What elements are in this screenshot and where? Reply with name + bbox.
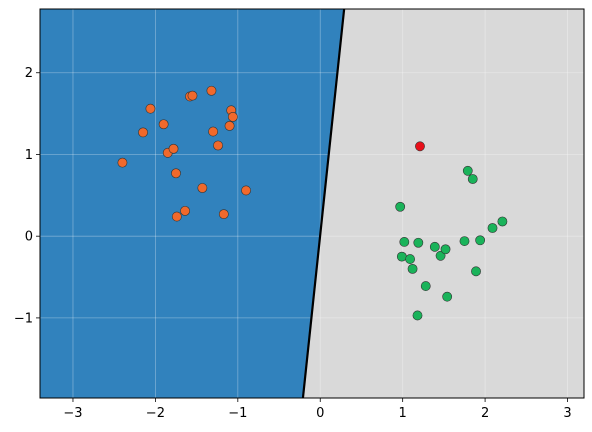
- x-axis: −3 −2 −1 0 1 2 3: [63, 398, 572, 421]
- data-point: [435, 250, 446, 261]
- data-point: [407, 263, 418, 274]
- data-point: [396, 251, 407, 262]
- data-point: [440, 244, 451, 255]
- data-point: [224, 120, 235, 131]
- data-point: [171, 168, 181, 179]
- plot-area: [40, 9, 584, 398]
- data-point: [227, 111, 238, 122]
- data-point: [413, 237, 424, 248]
- data-point: [241, 185, 251, 196]
- data-point: [487, 223, 498, 233]
- plot-frame: [39, 8, 585, 399]
- x-tick-label: 3: [563, 406, 571, 421]
- x-tick-label: −3: [63, 406, 82, 421]
- data-point: [459, 236, 470, 246]
- data-point: [117, 157, 128, 168]
- data-point: [462, 165, 473, 176]
- decision-boundary-line: [301, 9, 346, 398]
- data-point: [145, 103, 156, 114]
- y-tick-label: 1: [25, 148, 33, 163]
- data-point: [180, 205, 190, 216]
- y-tick-label: 2: [25, 66, 33, 81]
- data-point: [206, 85, 217, 96]
- data-point: [471, 266, 481, 277]
- data-points: [117, 85, 508, 321]
- region-left: [40, 9, 345, 398]
- data-point: [399, 237, 410, 247]
- data-point: [171, 211, 182, 222]
- data-point: [197, 183, 208, 193]
- x-tick-label: 1: [399, 406, 407, 421]
- data-point: [213, 140, 223, 151]
- data-point: [415, 141, 425, 152]
- data-point: [395, 201, 406, 212]
- data-point: [475, 235, 486, 246]
- data-point: [218, 209, 229, 220]
- data-point: [158, 119, 169, 130]
- y-axis: −1 0 1 2: [14, 66, 40, 326]
- y-tick-label: 0: [25, 230, 33, 245]
- data-point: [497, 216, 508, 227]
- data-point: [420, 281, 431, 291]
- data-point: [467, 174, 478, 184]
- data-point: [168, 143, 179, 154]
- x-tick-label: 2: [481, 406, 489, 421]
- x-tick-label: −2: [146, 406, 165, 421]
- data-point: [405, 254, 415, 264]
- data-point: [187, 90, 198, 101]
- x-tick-label: −1: [228, 406, 247, 421]
- y-tick-label: −1: [14, 311, 33, 326]
- x-tick-label: 0: [316, 406, 324, 421]
- region-right: [302, 9, 584, 398]
- data-point: [208, 126, 218, 137]
- data-point: [429, 241, 440, 252]
- data-point: [138, 127, 148, 138]
- data-point: [442, 291, 453, 302]
- data-point: [412, 310, 423, 321]
